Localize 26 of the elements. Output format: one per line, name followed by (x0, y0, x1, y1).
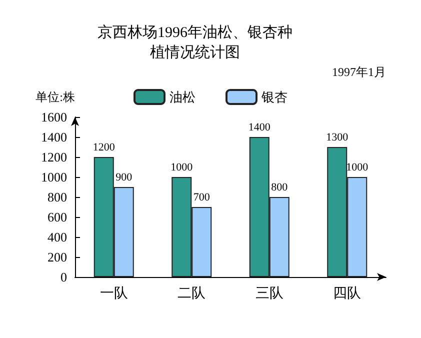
data-label: 800 (271, 182, 288, 194)
x-tick-label: 三队 (255, 286, 284, 302)
legend-label: 银杏 (260, 90, 288, 104)
y-tick-label: 600 (48, 210, 67, 224)
data-label: 1300 (326, 132, 349, 144)
x-tick-label: 二队 (178, 286, 206, 302)
text: 1997年1月 (332, 65, 386, 79)
data-label: 700 (193, 192, 210, 204)
x-tick-label: 四队 (333, 286, 362, 302)
y-tick-label: 1400 (41, 130, 67, 144)
y-tick-label: 0 (60, 270, 67, 284)
y-tick-label: 1600 (41, 110, 67, 124)
y-tick-label: 1200 (41, 150, 67, 164)
legend-label: 油松 (170, 90, 196, 104)
y-axis-title: 单位:株 (36, 90, 75, 104)
data-label: 1200 (92, 142, 116, 154)
chart-title: 京西林场1996年油松、银杏种植情况统计图 (98, 24, 292, 61)
data-label: 1000 (170, 162, 194, 174)
data-label: 1400 (248, 122, 271, 134)
y-tick-label: 200 (48, 250, 67, 264)
y-tick-label: 1000 (41, 170, 67, 184)
x-tick-label: 一队 (100, 286, 128, 302)
y-tick-label: 400 (48, 230, 67, 244)
data-label: 900 (116, 172, 133, 184)
data-label: 1000 (346, 162, 369, 174)
y-tick-label: 800 (48, 190, 67, 204)
